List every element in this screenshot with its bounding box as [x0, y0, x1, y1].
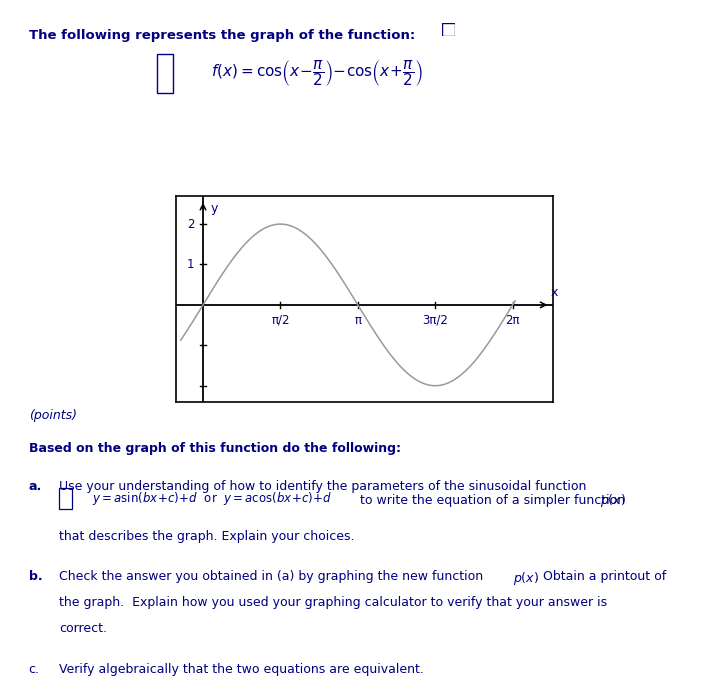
Text: c.: c. — [29, 663, 39, 676]
Text: Check the answer you obtained in (a) by graphing the new function: Check the answer you obtained in (a) by … — [59, 570, 487, 583]
Text: The following represents the graph of the function:: The following represents the graph of th… — [29, 29, 415, 42]
Text: correct.: correct. — [59, 622, 107, 635]
Text: (points): (points) — [29, 409, 77, 422]
Text: Use your understanding of how to identify the parameters of the sinusoidal funct: Use your understanding of how to identif… — [59, 480, 587, 493]
Text: the graph.  Explain how you used your graphing calculator to verify that your an: the graph. Explain how you used your gra… — [59, 596, 607, 609]
Text: π: π — [354, 314, 361, 327]
Text: that describes the graph. Explain your choices.: that describes the graph. Explain your c… — [59, 530, 355, 543]
Bar — [157, 54, 173, 93]
Text: 2π: 2π — [505, 314, 520, 327]
Text: $f(x)=\cos\!\left(x\!-\!\dfrac{\pi}{2}\right)\!-\!\cos\!\left(x\!+\!\dfrac{\pi}{: $f(x)=\cos\!\left(x\!-\!\dfrac{\pi}{2}\r… — [211, 58, 423, 88]
Text: $p(x)$: $p(x)$ — [513, 570, 539, 587]
Text: a.: a. — [29, 480, 42, 493]
Text: Verify algebraically that the two equations are equivalent.: Verify algebraically that the two equati… — [59, 663, 424, 676]
Text: . Obtain a printout of: . Obtain a printout of — [535, 570, 666, 583]
Text: y: y — [210, 202, 218, 215]
Text: 2: 2 — [187, 218, 194, 231]
Text: $y=a\sin(bx\!+\!c)\!+\!d$  or  $y=a\cos(bx\!+\!c)\!+\!d$: $y=a\sin(bx\!+\!c)\!+\!d$ or $y=a\cos(bx… — [92, 491, 332, 507]
Text: π/2: π/2 — [271, 314, 289, 327]
Bar — [59, 488, 73, 509]
Text: Based on the graph of this function do the following:: Based on the graph of this function do t… — [29, 442, 401, 455]
Text: x: x — [551, 286, 558, 299]
Text: $p(x)$: $p(x)$ — [600, 492, 625, 508]
Text: 1: 1 — [187, 258, 194, 271]
Text: 3π/2: 3π/2 — [422, 314, 448, 327]
Text: b.: b. — [29, 570, 42, 583]
Text: to write the equation of a simpler function: to write the equation of a simpler funct… — [360, 494, 630, 506]
